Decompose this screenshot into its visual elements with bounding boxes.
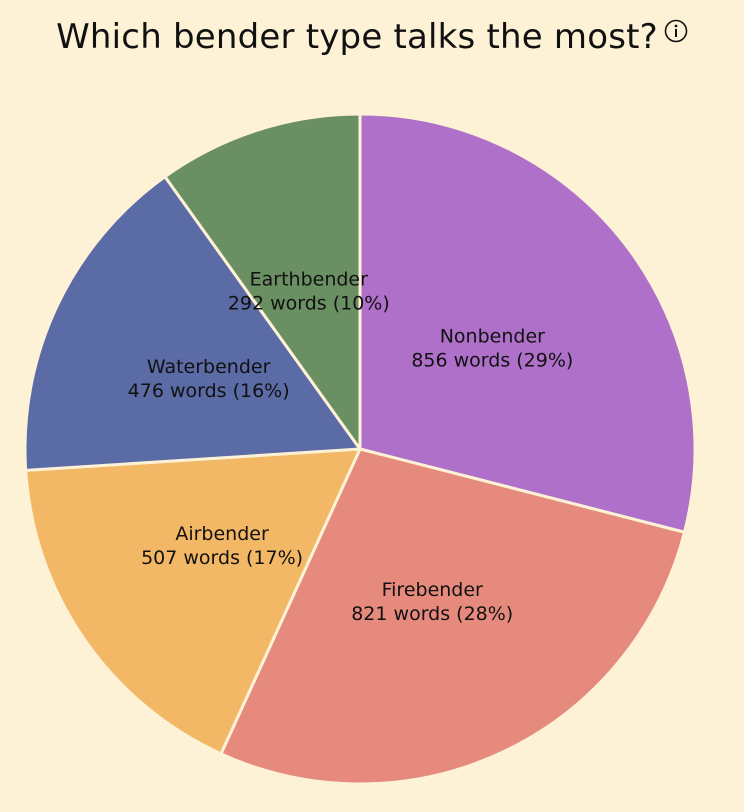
slice-label-name: Waterbender (147, 356, 271, 378)
slice-label-waterbender: Waterbender 476 words (16%) (128, 356, 290, 402)
slice-label-name: Airbender (175, 523, 269, 545)
slice-label-earthbender: Earthbender 292 words (10%) (228, 269, 390, 315)
slice-label-value: 856 words (29%) (411, 349, 573, 371)
pie-slice-earthbender[interactable] (163, 112, 362, 451)
title-row: Which bender type talks the most? (0, 12, 744, 62)
slice-label-firebender: Firebender 821 words (28%) (351, 579, 513, 625)
slice-label-name: Nonbender (440, 325, 545, 347)
slice-label-value: 292 words (10%) (228, 293, 390, 315)
slice-label-airbender: Airbender 507 words (17%) (141, 523, 303, 569)
pie-slice-airbender[interactable] (24, 447, 362, 756)
chart-title: Which bender type talks the most? (56, 17, 658, 57)
slice-label-value: 507 words (17%) (141, 547, 303, 569)
slice-label-nonbender: Nonbender 856 words (29%) (411, 325, 573, 371)
slice-label-name: Earthbender (250, 269, 368, 291)
slice-label-value: 476 words (16%) (128, 380, 290, 402)
slice-label-name: Firebender (382, 579, 483, 601)
info-icon[interactable] (664, 19, 688, 43)
slice-label-value: 821 words (28%) (351, 603, 513, 625)
pie-slice-firebender[interactable] (219, 447, 686, 786)
pie-slices (23, 112, 697, 786)
pie-slice-waterbender[interactable] (23, 175, 362, 472)
pie-slice-nonbender[interactable] (358, 112, 697, 534)
pie-labels: Nonbender 856 words (29%) Firebender 821 wo… (128, 269, 574, 626)
